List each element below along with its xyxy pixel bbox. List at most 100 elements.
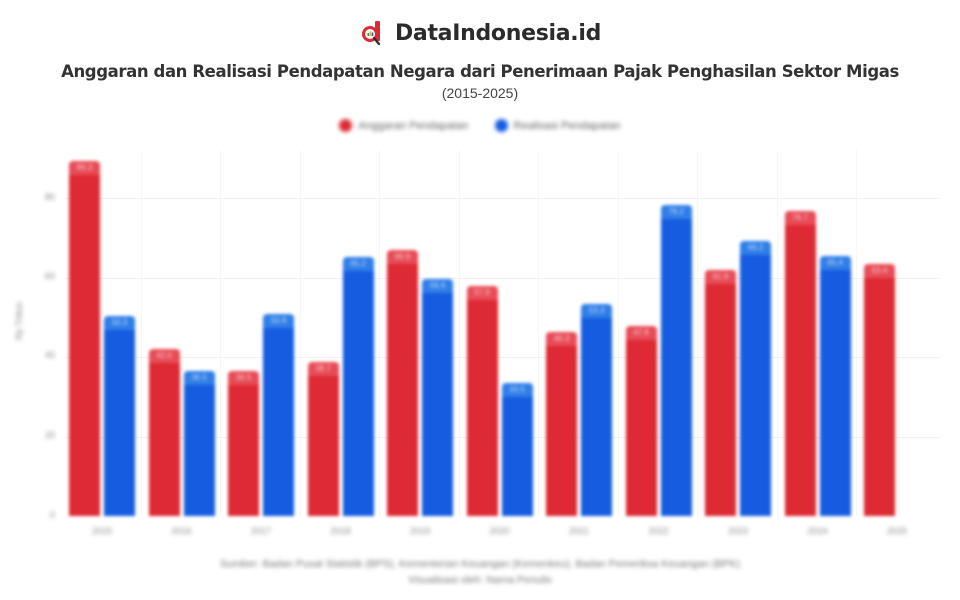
gridline-vertical <box>856 150 857 516</box>
x-tick: 2024 <box>807 526 828 536</box>
bar-label-cap <box>387 250 418 265</box>
legend-dot-blue-icon <box>494 119 508 132</box>
bar-label-cap <box>263 314 294 329</box>
bar-anggaran[interactable]: 42.0 <box>148 349 180 516</box>
bar-anggaran[interactable]: 57.9 <box>466 285 498 516</box>
bar-label-cap <box>148 349 180 364</box>
bar-realisasi[interactable]: 78.2 <box>660 205 692 516</box>
bar-realisasi[interactable]: 50.8 <box>263 314 294 516</box>
bar-anggaran[interactable]: 46.3 <box>546 331 577 516</box>
chart-subtitle: (2015-2025) <box>441 85 519 101</box>
y-tick: 20 <box>44 430 55 440</box>
magnifier-chart-logo-icon <box>359 20 385 46</box>
bar-label-cap <box>104 316 135 331</box>
bar-realisasi[interactable]: 50.3 <box>104 316 135 516</box>
gridline-vertical <box>776 150 778 516</box>
bar-value-label: 50.3 <box>111 318 128 328</box>
bar-value-label: 57.9 <box>474 287 490 297</box>
x-tick: 2025 <box>886 526 908 536</box>
gridline-horizontal <box>65 357 940 358</box>
bar-value-label: 46.3 <box>553 333 570 343</box>
legend-item-realisasi[interactable]: Realisasi Pendapatan <box>494 119 621 132</box>
bar-value-label: 36.5 <box>191 372 207 382</box>
y-tick: 80 <box>44 192 55 202</box>
legend-label: Realisasi Pendapatan <box>513 119 621 132</box>
gridline-vertical <box>458 150 460 516</box>
gridline-vertical <box>140 150 142 516</box>
x-tick: 2015 <box>91 526 113 536</box>
brand-header: DataIndonesia.id <box>0 20 960 46</box>
plot-area: 89.3 50.3 42.0 36.5 36.5 50.8 38.7 65.2 66.9 59.6… <box>65 150 940 516</box>
bar-value-label: 69.2 <box>747 242 764 252</box>
legend-label: Anggaran Pendapatan <box>358 119 469 132</box>
x-tick: 2016 <box>171 526 192 536</box>
bar-value-label: 50.8 <box>270 316 287 326</box>
bar-realisasi[interactable]: 65.4 <box>819 256 851 516</box>
bar-label-cap <box>740 240 771 255</box>
bar-realisasi[interactable]: 33.5 <box>501 382 533 516</box>
bar-value-label: 76.7 <box>792 213 808 223</box>
bar-anggaran[interactable]: 66.9 <box>387 250 418 516</box>
bar-anggaran[interactable]: 76.7 <box>784 211 816 516</box>
bar-value-label: 59.6 <box>429 281 446 291</box>
bar-realisasi[interactable]: 69.2 <box>740 240 771 516</box>
bar-anggaran[interactable]: 47.8 <box>625 326 657 516</box>
bar-anggaran[interactable]: 63.4 <box>864 264 895 516</box>
bar-label-cap <box>69 161 100 176</box>
bar-label-cap <box>581 304 612 319</box>
x-tick: 2021 <box>568 526 590 536</box>
bar-label-cap <box>228 370 259 385</box>
bar-label-cap <box>342 256 374 271</box>
chart-footer: Sumber: Badan Pusat Statistik (BPS), Kem… <box>0 556 960 588</box>
bar-label-cap <box>501 382 533 397</box>
gridline-vertical <box>220 150 221 516</box>
source-note: Sumber: Badan Pusat Statistik (BPS), Kem… <box>219 558 741 570</box>
bar-label-cap <box>546 331 577 346</box>
bar-label-cap <box>784 211 816 226</box>
bar-label-cap <box>705 269 736 284</box>
bar-label-cap <box>660 205 692 220</box>
gridline-vertical <box>538 150 539 516</box>
brand-name: DataIndonesia.id <box>394 20 602 46</box>
gridline-horizontal <box>65 198 940 199</box>
gridline-vertical <box>617 150 619 516</box>
y-tick: 0 <box>49 510 55 520</box>
bar-value-label: 65.4 <box>827 258 843 268</box>
bar-realisasi[interactable]: 65.2 <box>342 256 374 516</box>
x-tick: 2023 <box>727 526 749 536</box>
gridline-vertical <box>299 150 301 516</box>
x-tick: 2018 <box>330 526 351 536</box>
bar-value-label: 33.5 <box>509 384 525 394</box>
bar-label-cap <box>183 370 215 385</box>
bar-realisasi[interactable]: 59.6 <box>422 279 453 516</box>
y-tick: 40 <box>44 350 55 360</box>
bar-anggaran[interactable]: 61.9 <box>705 269 736 516</box>
bar-anggaran[interactable]: 36.5 <box>228 370 259 516</box>
x-tick: 2017 <box>250 526 272 536</box>
bar-label-cap <box>466 285 498 300</box>
bar-value-label: 66.9 <box>394 252 411 262</box>
bar-anggaran[interactable]: 89.3 <box>69 161 100 516</box>
bar-label-cap <box>307 362 339 377</box>
gridline-vertical <box>697 150 698 516</box>
bar-value-label: 47.8 <box>633 328 649 337</box>
bar-realisasi[interactable]: 53.3 <box>581 304 612 516</box>
bar-anggaran[interactable]: 38.7 <box>307 362 339 516</box>
bar-value-label: 53.3 <box>588 306 605 316</box>
bar-realisasi[interactable]: 36.5 <box>183 370 215 516</box>
gridline-vertical <box>379 150 380 516</box>
credit-note: Visualisasi oleh: Nama Penulis <box>408 574 552 586</box>
legend-dot-red-icon <box>339 119 353 132</box>
chart-title: Anggaran dan Realisasi Pendapatan Negara… <box>61 62 899 81</box>
x-tick: 2019 <box>409 526 431 536</box>
y-axis-title: Rp Triliun <box>14 301 24 340</box>
legend-item-anggaran[interactable]: Anggaran Pendapatan <box>339 119 469 132</box>
y-tick: 60 <box>44 271 55 281</box>
x-tick: 2022 <box>648 526 669 536</box>
gridline-horizontal <box>65 277 940 279</box>
bar-value-label: 36.5 <box>235 372 252 382</box>
bar-value-label: 78.2 <box>668 207 684 217</box>
bar-label-cap <box>819 256 851 271</box>
x-tick: 2020 <box>489 526 510 536</box>
bar-label-cap <box>625 326 657 340</box>
